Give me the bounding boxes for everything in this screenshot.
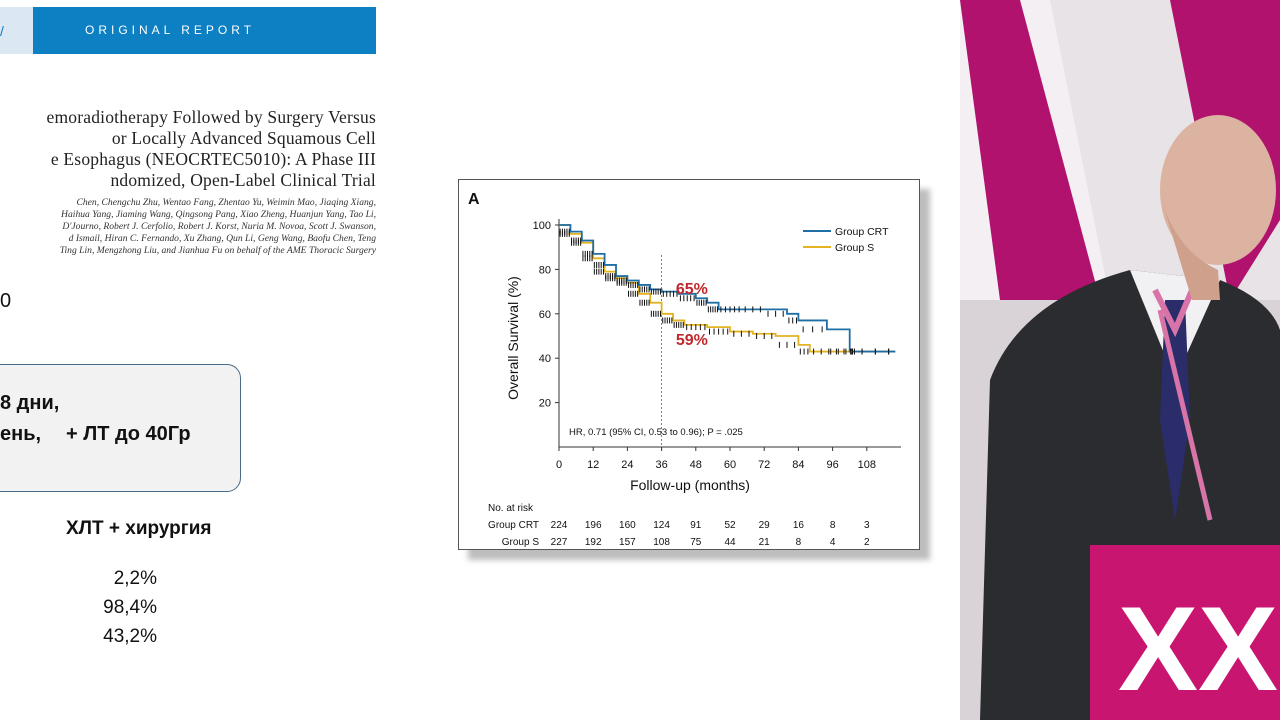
risk-value: 52 <box>724 520 736 531</box>
banner-text: ORIGINAL REPORT <box>85 23 256 37</box>
author-line: D'Journo, Robert J. Cerfolio, Robert J. … <box>62 221 376 232</box>
risk-value: 16 <box>793 520 805 531</box>
y-tick-label: 20 <box>539 398 551 410</box>
panel-label: A <box>468 191 480 208</box>
survival-annotation: 65% <box>676 281 708 298</box>
x-tick-label: 60 <box>724 459 736 471</box>
risk-value: 124 <box>653 520 670 531</box>
x-tick-label: 36 <box>655 459 667 471</box>
risk-table-title: No. at risk <box>488 503 534 514</box>
risk-value: 8 <box>830 520 836 531</box>
risk-value: 75 <box>690 537 702 548</box>
x-tick-label: 108 <box>858 459 876 471</box>
risk-value: 91 <box>690 520 702 531</box>
risk-value: 196 <box>585 520 602 531</box>
paper-title: emoradiotherapy Followed by Surgery Vers… <box>0 107 376 191</box>
backdrop-text: XXII <box>1118 582 1280 716</box>
paper-title-line: or Locally Advanced Squamous Cell <box>111 128 376 148</box>
regimen-box <box>0 364 241 492</box>
risk-value: 224 <box>551 520 568 531</box>
risk-value: 157 <box>619 537 636 548</box>
paper-title-line: e Esophagus (NEOCRTEC5010): A Phase III <box>50 149 376 169</box>
speaker-photo-art: XXII <box>960 0 1280 720</box>
banner-left-block: / <box>0 7 33 54</box>
column-header: ХЛТ + хирургия <box>66 518 212 539</box>
survival-annotation: 59% <box>676 332 708 349</box>
km-chart: A 20 40 60 80 100 0 12 24 36 48 60 72 84 96 108 Follow-u… <box>458 179 920 550</box>
risk-value: 2 <box>864 537 870 548</box>
x-tick-label: 84 <box>792 459 804 471</box>
x-tick-label: 96 <box>826 459 838 471</box>
risk-value: 192 <box>585 537 602 548</box>
risk-row-label: Group S <box>502 537 540 548</box>
y-tick-label: 40 <box>539 353 551 365</box>
value-row-2: 98,4% <box>103 597 157 618</box>
value-row-3: 43,2% <box>103 626 157 647</box>
risk-value: 3 <box>864 520 870 531</box>
risk-value: 44 <box>724 537 736 548</box>
x-tick-label: 72 <box>758 459 770 471</box>
risk-value: 4 <box>830 537 836 548</box>
left-fragment: 0 <box>0 290 12 312</box>
legend-label: Group CRT <box>835 226 889 238</box>
risk-value: 108 <box>653 537 670 548</box>
risk-row-label: Group CRT <box>488 520 539 531</box>
regimen-radiotherapy: + ЛТ до 40Гр <box>66 423 191 445</box>
paper-title-line: ndomized, Open-Label Clinical Trial <box>110 170 376 190</box>
author-line: Ting Lin, Mengzhong Liu, and Jianhua Fu … <box>59 245 376 256</box>
risk-value: 8 <box>796 537 802 548</box>
author-line: d Ismail, Hiran C. Fernando, Xu Zhang, Q… <box>68 233 376 244</box>
y-tick-label: 80 <box>539 264 551 276</box>
x-tick-label: 12 <box>587 459 599 471</box>
legend-label: Group S <box>835 242 874 254</box>
original-report-banner: ORIGINAL REPORT <box>33 7 376 54</box>
risk-value: 21 <box>759 537 771 548</box>
series-line <box>559 224 896 353</box>
speaker-photo: XXII <box>960 0 1280 720</box>
paper-title-line: emoradiotherapy Followed by Surgery Vers… <box>46 107 376 127</box>
regimen-line-1: 8 дни, <box>0 392 60 414</box>
hazard-ratio-text: HR, 0.71 (95% CI, 0.53 to 0.96); P = .02… <box>569 427 743 438</box>
risk-value: 29 <box>759 520 771 531</box>
regimen-line-2: ень, <box>0 423 42 445</box>
x-tick-label: 48 <box>690 459 702 471</box>
y-tick-label: 60 <box>539 309 551 321</box>
x-tick-label: 24 <box>621 459 633 471</box>
y-axis-label: Overall Survival (%) <box>505 276 521 400</box>
author-line: Chen, Chengchu Zhu, Wentao Fang, Zhentao… <box>76 197 376 208</box>
x-tick-label: 0 <box>556 459 562 471</box>
y-tick-label: 100 <box>533 220 551 232</box>
x-axis-label: Follow-up (months) <box>630 477 750 493</box>
author-line: Haihua Yang, Jiaming Wang, Qingsong Pang… <box>61 209 376 220</box>
slide: / ORIGINAL REPORT emoradiotherapy Follow… <box>0 7 930 647</box>
risk-value: 160 <box>619 520 636 531</box>
risk-value: 227 <box>551 537 568 548</box>
banner-chevron: / <box>0 23 4 39</box>
series-line <box>559 224 896 353</box>
paper-authors: Chen, Chengchu Zhu, Wentao Fang, Zhentao… <box>0 197 376 257</box>
value-row-1: 2,2% <box>113 568 157 589</box>
